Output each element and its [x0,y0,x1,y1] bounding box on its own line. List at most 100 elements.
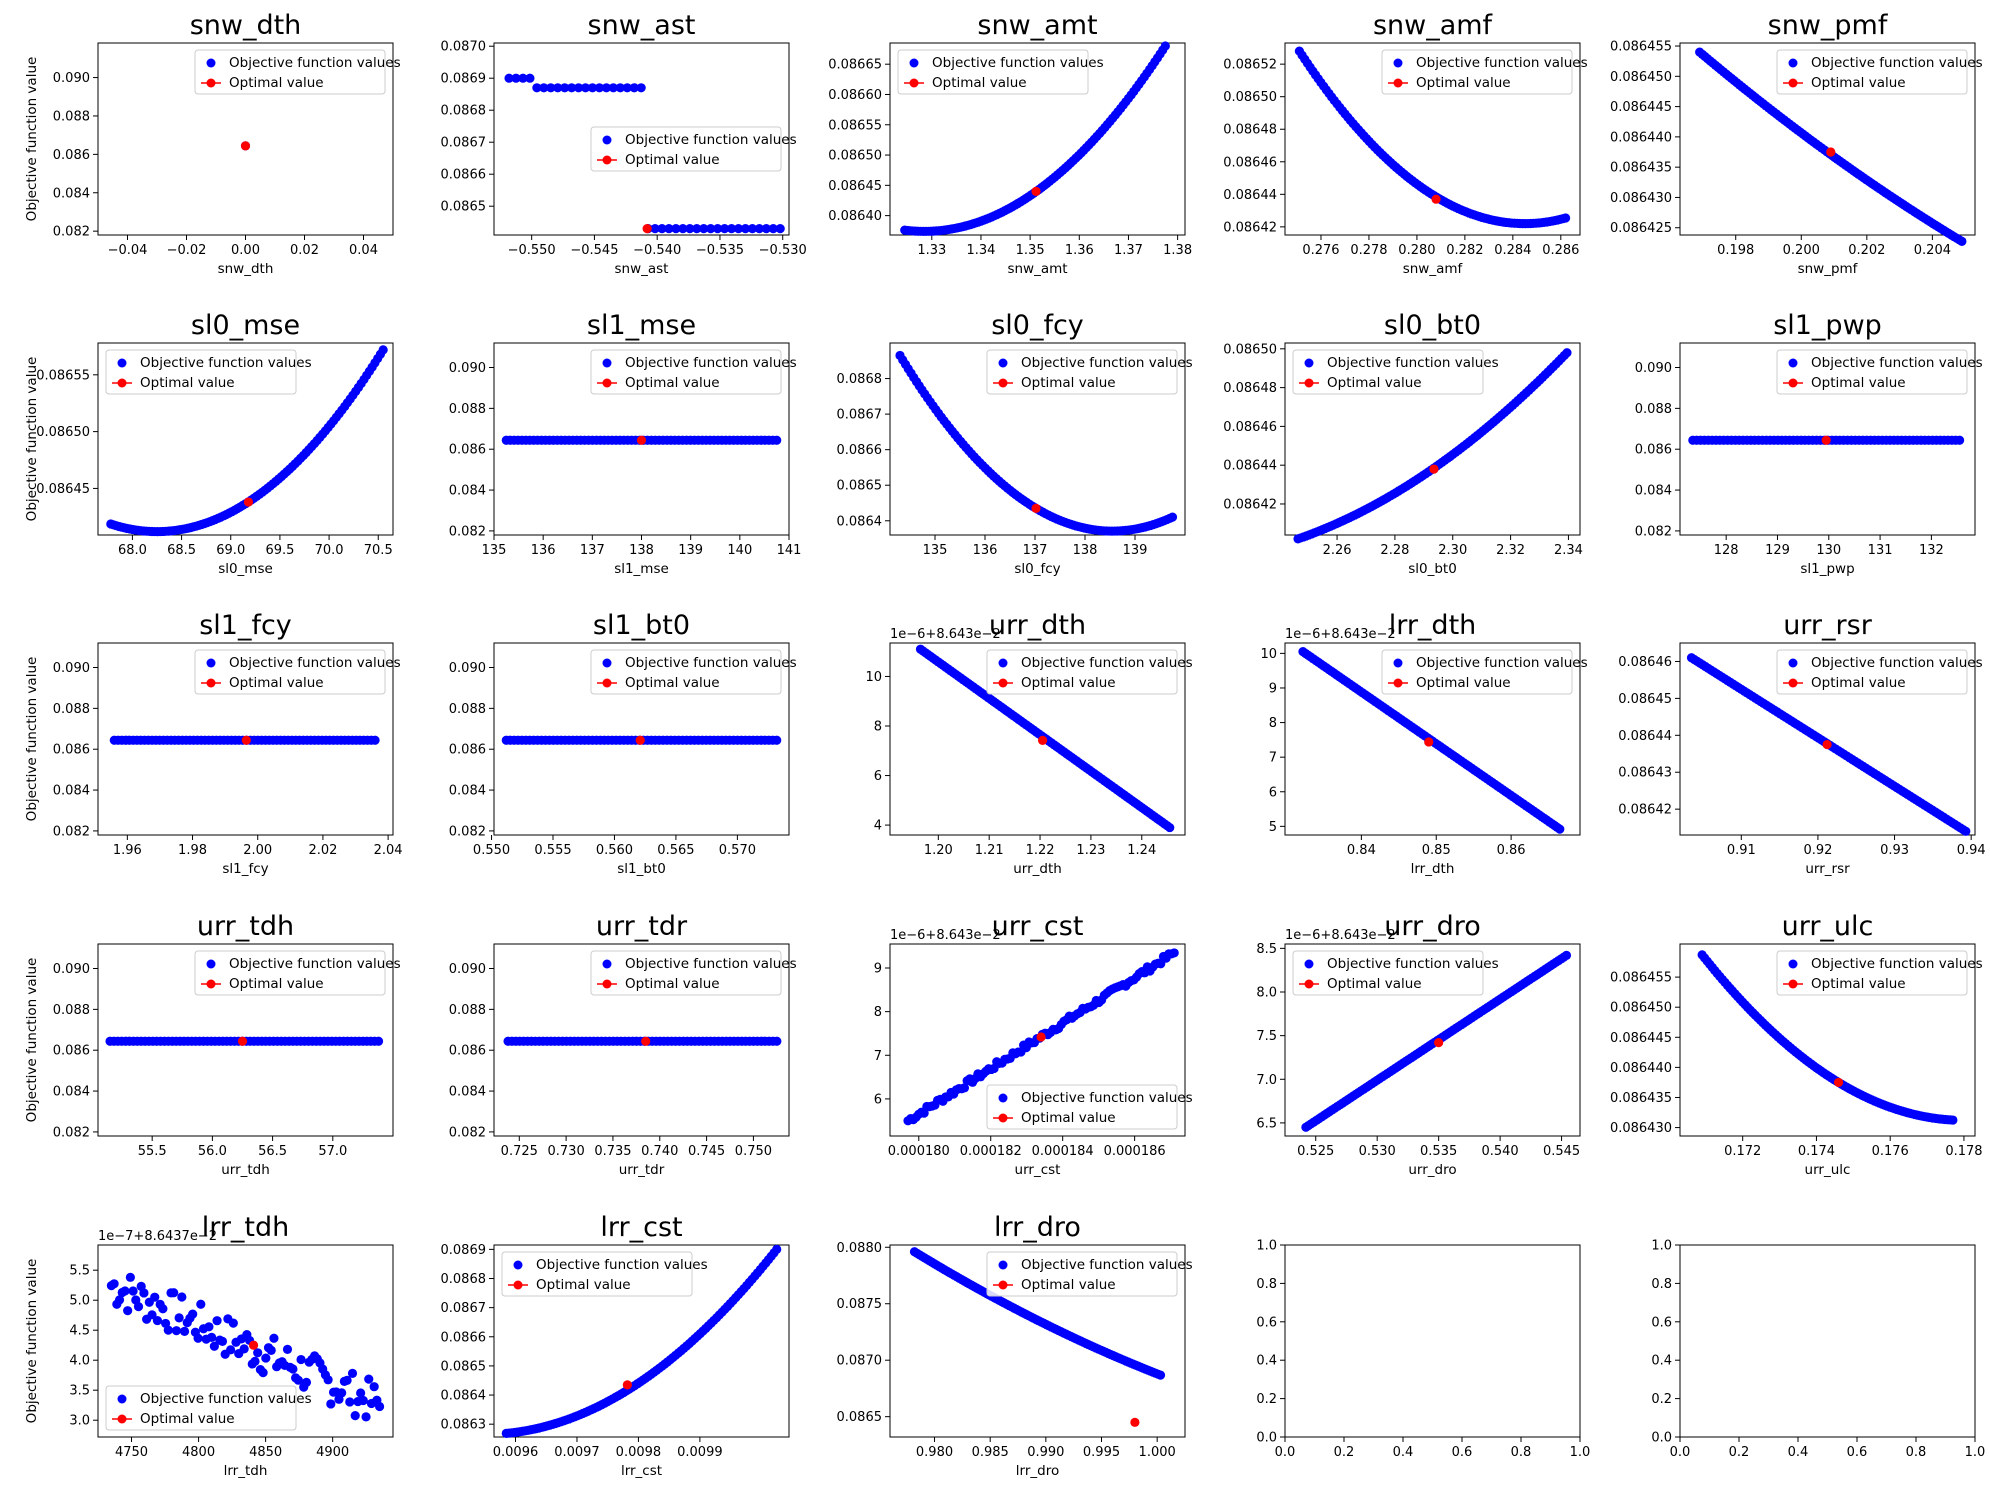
x-tick-label: 4800 [182,1445,215,1460]
y-axis-label: Objective function value [24,357,40,522]
data-point [587,83,598,93]
legend: Objective function values Optimal value [590,126,797,172]
legend-optimal-label: Optimal value [1811,75,1906,91]
subplot-urr_cst: 0.000180 0.000182 0.000184 0.000186 6 7 8 9 urr_… [874,911,1193,1178]
y-tick-label: 0.0865 [441,1359,487,1374]
data-series [903,948,1179,1126]
x-tick-label: 0.8 [1906,1445,1927,1460]
subplot-sl1_bt0: 0.550 0.555 0.560 0.565 0.570 0.082 0.084 0.086… [449,610,797,877]
x-tick-label: 0.8 [1511,1445,1532,1460]
legend-optimal-label: Optimal value [536,1277,631,1293]
data-point [288,1364,298,1374]
x-tick-label: 0.176 [1872,1144,1909,1159]
subplot-urr_ulc: 0.172 0.174 0.176 0.178 0.086430 0.086435 0.08… [1610,911,1983,1178]
legend-frame [590,950,782,996]
y-tick-label: 0.08644 [1223,188,1277,203]
y-tick-label: 6 [1269,785,1277,800]
legend: Objective function values Optimal value [1776,649,1983,695]
legend: Objective function values Optimal value [1381,49,1588,95]
y-tick-label: 8.0 [1256,986,1277,1001]
y-tick-label: 0.08645 [1618,692,1672,707]
legend-optimal-marker [998,678,1008,688]
legend-optimal-marker [1788,678,1798,688]
data-point [253,1348,263,1358]
legend-objective-label: Objective function values [1416,655,1588,671]
optimal-point [642,224,652,234]
legend-frame [501,1251,693,1297]
y-tick-label: 5 [1269,820,1277,835]
data-point [692,224,702,234]
x-tick-label: 0.85 [1422,843,1451,858]
data-point [1948,1115,1958,1125]
x-axis-label: snw_amt [1007,261,1067,277]
legend-objective-label: Objective function values [1811,956,1983,972]
legend-optimal-label: Optimal value [229,75,324,91]
x-tick-label: 0.172 [1724,1144,1761,1159]
data-point [369,1382,379,1392]
y-tick-label: 0.086435 [1610,1091,1672,1106]
data-series [1293,348,1572,544]
x-tick-label: 1.38 [1163,243,1192,258]
y-tick-label: 7 [874,1049,882,1064]
x-tick-label: 4850 [249,1445,282,1460]
legend-optimal-label: Optimal value [229,976,324,992]
x-tick-label: 1.000 [1139,1445,1176,1460]
x-axis-label: urr_dth [1013,861,1062,877]
subplot-title: snw_dth [190,10,302,41]
x-tick-label: 0.555 [534,843,571,858]
y-tick-label: 4 [874,819,882,834]
data-point [650,224,660,234]
x-tick-label: 0.93 [1880,843,1909,858]
legend-frame [590,126,782,172]
data-point [532,83,542,93]
x-tick-label: 0.990 [1027,1445,1064,1460]
y-tick-label: 0.0867 [441,1301,487,1316]
x-tick-label: 2.34 [1554,543,1583,558]
axis-offset-label: 1e−6+8.643e−2 [1285,627,1396,642]
y-tick-label: 0.08650 [1223,90,1277,105]
legend-frame [105,349,297,395]
legend-frame [1381,649,1573,695]
x-tick-label: 1.36 [1065,243,1094,258]
data-point [196,1299,206,1309]
x-tick-label: 0.2 [1729,1445,1750,1460]
subplot-snw_pmf: 0.198 0.200 0.202 0.204 0.086425 0.086430 0.08… [1610,10,1983,277]
legend-objective-label: Objective function values [140,355,312,371]
data-point [615,83,625,93]
data-point [188,1309,198,1319]
x-tick-label: 0.0099 [677,1445,723,1460]
optimal-point [1429,464,1439,474]
data-point [726,224,737,234]
legend-optimal-label: Optimal value [625,976,720,992]
y-tick-label: 0.086435 [1610,161,1672,176]
data-point [511,73,521,83]
subplot-title: urr_dro [1384,911,1481,942]
data-point [664,224,674,234]
data-point [1160,41,1170,51]
x-tick-label: 0.980 [916,1445,953,1460]
legend-optimal-marker [513,1280,523,1290]
y-tick-label: 0.086445 [1610,1031,1672,1046]
data-point [169,1288,179,1298]
legend-optimal-marker [909,78,919,88]
legend-objective-marker [1788,358,1798,368]
legend-optimal-label: Optimal value [1327,976,1422,992]
optimal-point [1826,147,1836,157]
legend-optimal-marker [206,78,216,88]
y-tick-label: 0.090 [53,962,90,977]
subplot-urr_dth: 1.20 1.21 1.22 1.23 1.2446810urr_dthurr_dth1… [865,610,1192,877]
y-tick-label: 0.08642 [1618,803,1672,818]
subplot-sl1_pwp: 128 129 130 131 132 0.082 0.084 0.086 0.088 0.090… [1635,310,1983,577]
y-tick-label: 6 [874,769,882,784]
subplot-title: sl0_bt0 [1384,310,1481,341]
y-tick-label: 0.0864 [441,1389,487,1404]
optimal-point [248,1340,259,1350]
y-tick-label: 0.0870 [441,40,487,55]
y-tick-label: 0.0864 [837,514,883,529]
y-tick-label: 0.090 [53,71,90,86]
optimal-point [243,497,254,507]
legend-objective-marker [998,1260,1008,1270]
legend-objective-label: Objective function values [536,1257,708,1273]
x-tick-label: 0.84 [1347,843,1376,858]
